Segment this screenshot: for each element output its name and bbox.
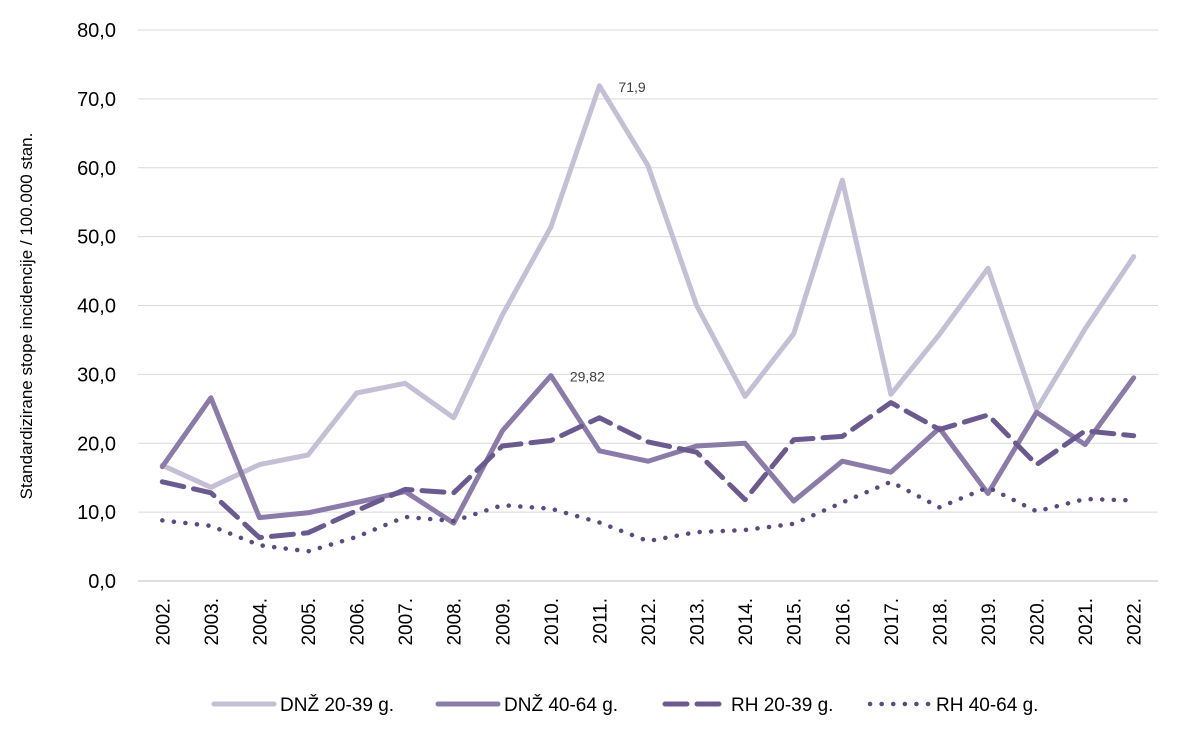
legend-label: RH 20-39 g. (731, 695, 833, 716)
x-tick-label: 2006. (348, 598, 369, 646)
y-tick-label: 60,0 (77, 158, 116, 180)
y-axis-label: Standardizirane stope incidencije / 100.… (17, 133, 36, 500)
x-tick-label: 2012. (639, 598, 660, 646)
y-tick-label: 0,0 (88, 571, 116, 593)
y-tick-label: 70,0 (77, 89, 116, 111)
x-tick-label: 2003. (202, 598, 223, 646)
x-tick-label: 2009. (493, 598, 514, 646)
x-tick-label: 2010. (542, 598, 563, 646)
x-tick-label: 2018. (930, 598, 951, 646)
x-tick-label: 2019. (979, 598, 1000, 646)
series-line-2 (159, 373, 1137, 526)
y-tick-label: 20,0 (77, 433, 116, 455)
x-tick-label: 2017. (882, 598, 903, 646)
legend: DNŽ 20-39 g. DNŽ 40-64 g. RH 20-39 g. RH 40… (211, 694, 1038, 716)
legend-item-3: RH 20-39 g. (662, 695, 833, 716)
x-axis-ticks: 2002. 2003. 2004. 2005. 2006. 2007. 2008. 2009.… (153, 598, 1145, 646)
x-tick-label: 2008. (445, 598, 466, 646)
y-axis-ticks: 0,0 10,0 20,0 30,0 40,0 50,0 60,0 70,0 80,0 (77, 20, 116, 593)
x-tick-label: 2015. (785, 598, 806, 646)
legend-label: DNŽ 40-64 g. (504, 694, 618, 716)
y-tick-label: 80,0 (77, 20, 116, 42)
x-tick-label: 2013. (688, 598, 709, 646)
x-tick-label: 2021. (1076, 598, 1097, 646)
legend-item-1: DNŽ 20-39 g. (211, 694, 394, 716)
legend-item-2: DNŽ 40-64 g. (435, 694, 618, 716)
y-tick-label: 10,0 (77, 502, 116, 524)
legend-label: DNŽ 20-39 g. (280, 694, 394, 716)
data-label: 29,82 (570, 369, 605, 385)
y-tick-label: 50,0 (77, 227, 116, 249)
series-lines (159, 83, 1137, 554)
x-tick-label: 2005. (299, 598, 320, 646)
data-label: 71,9 (618, 79, 645, 95)
x-tick-label: 2011. (590, 598, 611, 644)
legend-label: RH 40-64 g. (936, 695, 1038, 716)
legend-item-4: RH 40-64 g. (867, 695, 1038, 716)
y-tick-label: 40,0 (77, 296, 116, 318)
x-tick-label: 2016. (833, 598, 854, 646)
gridlines (138, 29, 1158, 582)
x-tick-label: 2004. (250, 598, 271, 646)
x-tick-label: 2007. (396, 598, 417, 646)
x-tick-label: 2020. (1028, 598, 1049, 646)
x-tick-label: 2022. (1125, 598, 1146, 646)
series-line-4 (160, 479, 1136, 554)
x-tick-label: 2002. (153, 598, 174, 646)
series-line-3 (159, 400, 1137, 541)
y-tick-label: 30,0 (77, 364, 116, 386)
series-line-1 (159, 83, 1137, 490)
x-tick-label: 2014. (736, 598, 757, 646)
data-labels: 71,9 29,82 (570, 79, 646, 385)
